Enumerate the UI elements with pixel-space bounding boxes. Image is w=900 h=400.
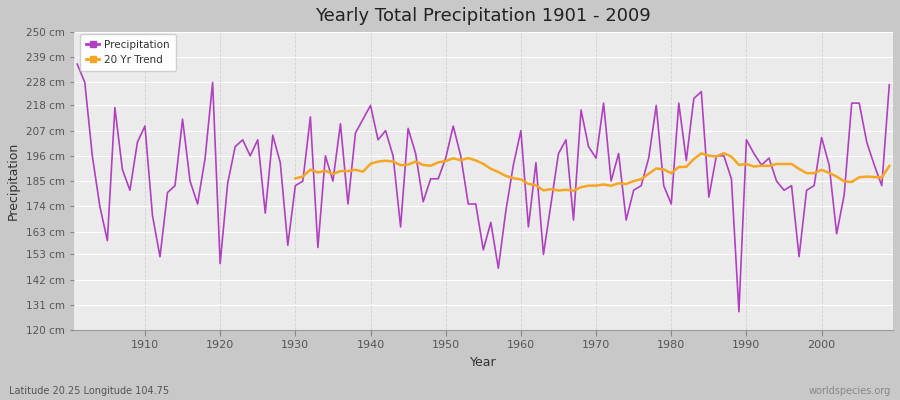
Text: worldspecies.org: worldspecies.org: [809, 386, 891, 396]
Y-axis label: Precipitation: Precipitation: [7, 142, 20, 220]
Text: Latitude 20.25 Longitude 104.75: Latitude 20.25 Longitude 104.75: [9, 386, 169, 396]
Legend: Precipitation, 20 Yr Trend: Precipitation, 20 Yr Trend: [80, 34, 176, 71]
Title: Yearly Total Precipitation 1901 - 2009: Yearly Total Precipitation 1901 - 2009: [315, 7, 652, 25]
X-axis label: Year: Year: [470, 356, 497, 369]
